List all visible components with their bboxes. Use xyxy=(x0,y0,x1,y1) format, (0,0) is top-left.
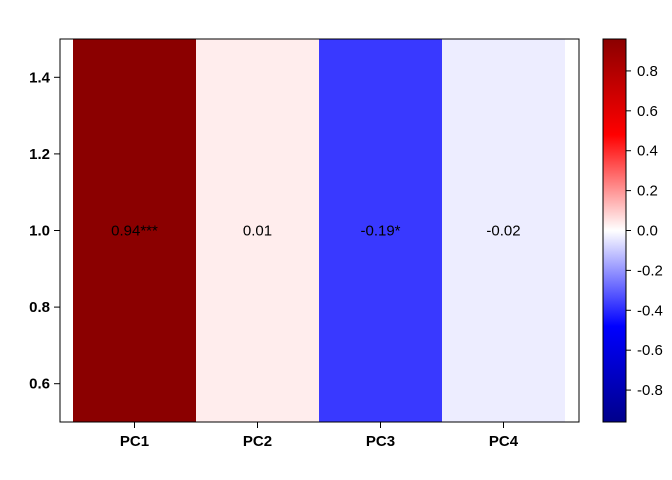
x-tick-label-pc3: PC3 xyxy=(366,433,395,450)
heatmap-cell-pc1 xyxy=(73,39,196,422)
colorbar-gradient xyxy=(602,38,627,423)
cell-label-pc2: 0.01 xyxy=(243,223,272,240)
y-tick-label: 1.0 xyxy=(29,223,50,240)
colorbar-tick-label: -0.4 xyxy=(637,302,663,319)
y-tick-label: 1.2 xyxy=(29,146,50,163)
heatmap-cell-pc3 xyxy=(319,39,442,422)
colorbar-tick-label: 0.4 xyxy=(637,143,658,160)
colorbar-tick-label: 0.8 xyxy=(637,63,658,80)
colorbar-tick-label: -0.2 xyxy=(637,262,663,279)
heatmap-cell-labels: 0.94*** 0.01 -0.19* -0.02 xyxy=(111,223,520,240)
heatmap-cell-pc2 xyxy=(196,39,319,422)
cell-label-pc1: 0.94*** xyxy=(111,223,158,240)
y-tick-label: 0.8 xyxy=(29,299,50,316)
cell-label-pc3: -0.19* xyxy=(360,223,400,240)
colorbar-tick-label: 0.0 xyxy=(637,223,658,240)
heatmap-cell-pc4 xyxy=(442,39,565,422)
colorbar-tick-label: -0.8 xyxy=(637,382,663,399)
y-tick-label: 0.6 xyxy=(29,376,50,393)
y-tick-label: 1.4 xyxy=(29,69,51,86)
colorbar-tick-label: 0.6 xyxy=(637,103,658,120)
x-tick-label-pc4: PC4 xyxy=(489,433,519,450)
cell-label-pc4: -0.02 xyxy=(486,223,520,240)
heatmap-cells xyxy=(73,39,565,422)
colorbar-tick-label: 0.2 xyxy=(637,183,658,200)
x-tick-label-pc1: PC1 xyxy=(120,433,149,450)
x-axis: PC1 PC2 PC3 PC4 xyxy=(120,422,519,450)
y-axis: 0.6 0.8 1.0 1.2 1.4 xyxy=(29,69,60,393)
x-tick-label-pc2: PC2 xyxy=(243,433,272,450)
colorbar-tick-label: -0.6 xyxy=(637,342,663,359)
colorbar: -0.8 -0.6 -0.4 -0.2 0.0 0.2 0.4 0.6 0.8 xyxy=(602,38,663,423)
